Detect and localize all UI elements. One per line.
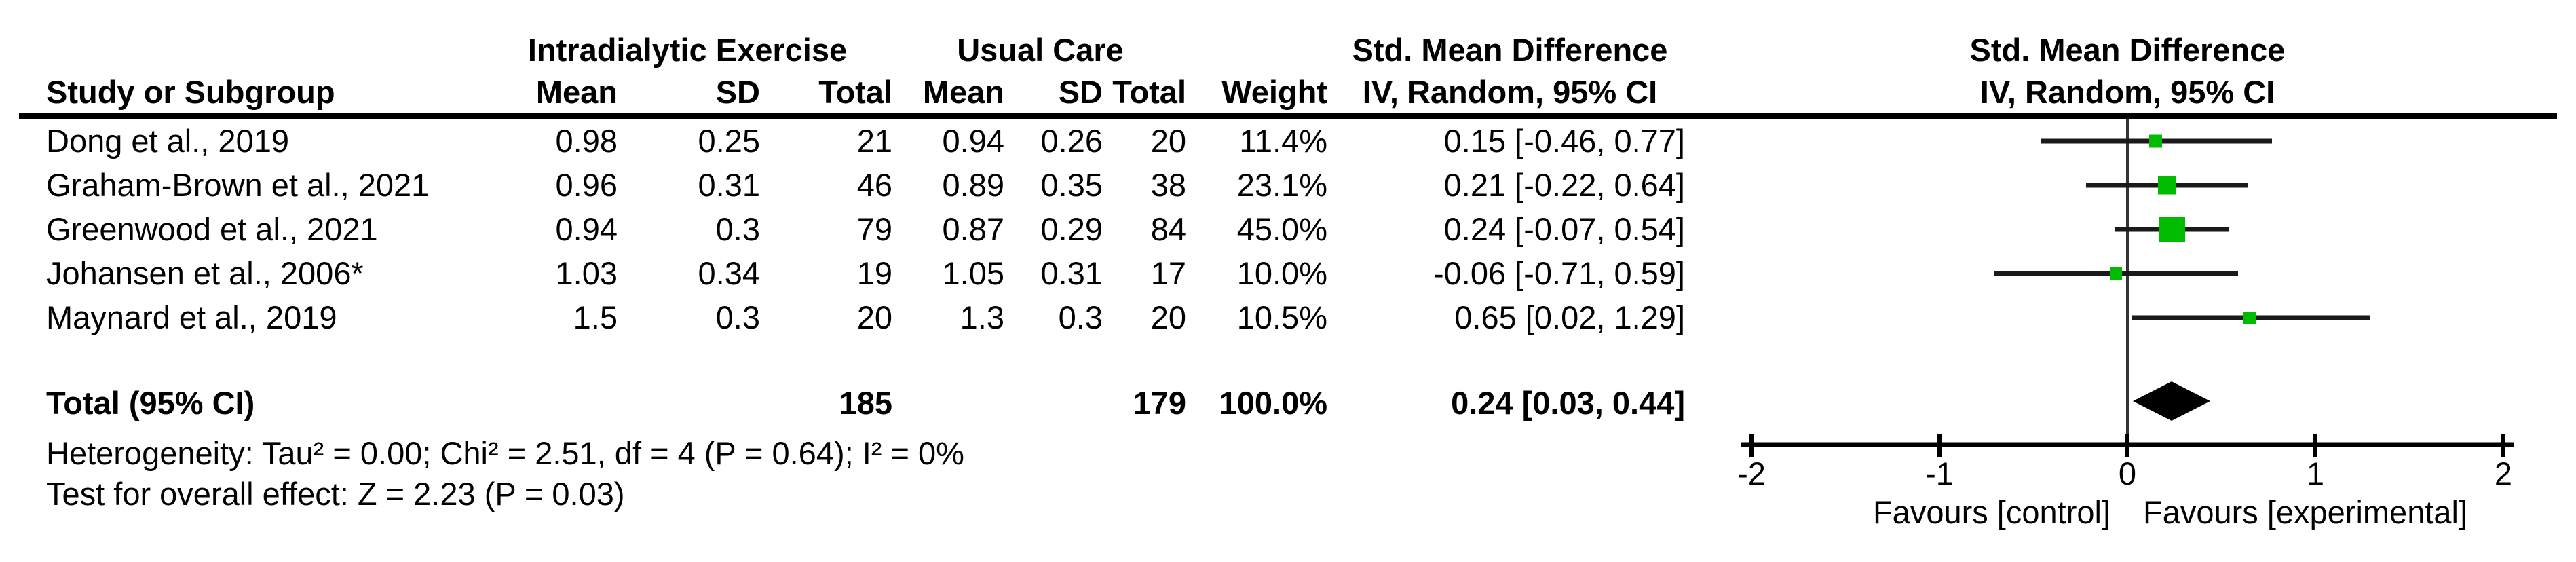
ctrl-sd: 0.26 [1040, 123, 1103, 159]
row-weight: 45.0% [1236, 211, 1327, 247]
exp-total: 79 [856, 211, 892, 247]
column-header-total-ctrl: Total [1112, 74, 1186, 110]
column-header-weight: Weight [1221, 74, 1327, 110]
row-ci-text: 0.24 [-0.07, 0.54] [1443, 211, 1685, 247]
ctrl-total: 84 [1150, 211, 1186, 247]
column-header-study: Study or Subgroup [46, 74, 335, 110]
column-header-mean-exp: Mean [535, 74, 618, 110]
total-ctrl-n: 179 [1133, 385, 1186, 421]
study-name: Maynard et al., 2019 [46, 299, 337, 335]
row-weight: 10.0% [1236, 255, 1327, 291]
favours-experimental-label: Favours [experimental] [2143, 494, 2467, 530]
ctrl-mean: 1.3 [960, 299, 1004, 335]
exp-mean: 0.94 [555, 211, 618, 247]
exp-sd: 0.31 [698, 167, 760, 203]
study-name: Greenwood et al., 2021 [46, 211, 378, 247]
ctrl-mean: 0.94 [942, 123, 1004, 159]
row-weight: 10.5% [1236, 299, 1327, 335]
exp-sd: 0.3 [715, 299, 760, 335]
study-name: Johansen et al., 2006* [46, 255, 364, 291]
header-divider-rule [19, 113, 2557, 119]
mean-marker [2110, 267, 2122, 280]
group-header-control: Usual Care [957, 32, 1124, 68]
exp-total: 19 [856, 255, 892, 291]
exp-total: 20 [856, 299, 892, 335]
total-exp-n: 185 [839, 385, 892, 421]
mean-marker [2158, 176, 2176, 195]
ctrl-mean: 0.87 [942, 211, 1004, 247]
row-ci-text: -0.06 [-0.71, 0.59] [1433, 255, 1685, 291]
row-ci-text: 0.65 [0.02, 1.29] [1454, 299, 1685, 335]
study-name: Graham-Brown et al., 2021 [46, 167, 430, 203]
row-weight: 11.4% [1239, 123, 1327, 159]
ctrl-sd: 0.3 [1058, 299, 1103, 335]
exp-mean: 1.5 [573, 299, 618, 335]
total-diamond [2133, 381, 2210, 421]
column-header-sd-ctrl: SD [1058, 74, 1103, 110]
exp-total: 21 [856, 123, 892, 159]
column-header-effect-method-plot: IV, Random, 95% CI [1980, 74, 2275, 110]
row-weight: 23.1% [1236, 167, 1327, 203]
column-header-effect-method: IV, Random, 95% CI [1362, 74, 1658, 110]
group-header-effect-plot: Std. Mean Difference [1969, 32, 2286, 68]
group-header-effect-column: Std. Mean Difference [1352, 32, 1668, 68]
ctrl-total: 20 [1150, 123, 1186, 159]
ctrl-sd: 0.29 [1040, 211, 1103, 247]
ctrl-total: 38 [1150, 167, 1186, 203]
row-ci-text: 0.15 [-0.46, 0.77] [1443, 123, 1685, 159]
ctrl-sd: 0.31 [1040, 255, 1103, 291]
exp-mean: 0.96 [555, 167, 618, 203]
column-header-mean-ctrl: Mean [922, 74, 1004, 110]
total-label: Total (95% CI) [46, 385, 255, 421]
exp-sd: 0.25 [698, 123, 760, 159]
ctrl-mean: 1.05 [942, 255, 1004, 291]
group-header-experimental: Intradialytic Exercise [527, 32, 848, 68]
exp-total: 46 [856, 167, 892, 203]
overall-effect-test: Test for overall effect: Z = 2.23 (P = 0… [46, 476, 625, 512]
ctrl-total: 17 [1150, 255, 1186, 291]
x-axis-tick-label: 1 [2307, 455, 2324, 491]
ctrl-mean: 0.89 [942, 167, 1004, 203]
exp-mean: 0.98 [555, 123, 618, 159]
mean-marker [2243, 312, 2256, 324]
column-header-sd-exp: SD [715, 74, 760, 110]
total-weight: 100.0% [1219, 385, 1327, 421]
x-axis-tick-label: 0 [2119, 455, 2136, 491]
exp-sd: 0.3 [715, 211, 760, 247]
x-axis-tick-label: -1 [1925, 455, 1954, 491]
x-axis-tick-label: -2 [1737, 455, 1766, 491]
exp-mean: 1.03 [555, 255, 618, 291]
column-header-total-exp: Total [818, 74, 892, 110]
exp-sd: 0.34 [698, 255, 760, 291]
mean-marker [2159, 217, 2185, 242]
row-ci-text: 0.21 [-0.22, 0.64] [1443, 167, 1685, 203]
x-axis-tick-label: 2 [2495, 455, 2512, 491]
heterogeneity-stats: Heterogeneity: Tau² = 0.00; Chi² = 2.51,… [46, 435, 964, 471]
mean-marker [2149, 134, 2162, 148]
ctrl-total: 20 [1150, 299, 1186, 335]
study-name: Dong et al., 2019 [46, 123, 289, 159]
ctrl-sd: 0.35 [1040, 167, 1103, 203]
favours-control-label: Favours [control] [1873, 494, 2110, 530]
total-ci-text: 0.24 [0.03, 0.44] [1451, 385, 1685, 421]
